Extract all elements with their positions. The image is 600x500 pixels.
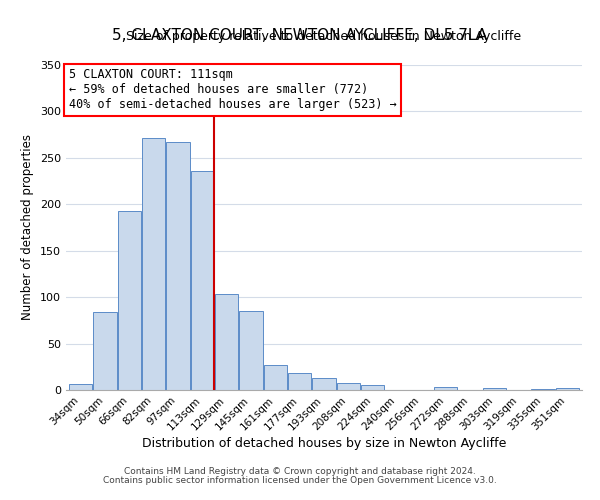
Bar xyxy=(239,311,263,390)
Bar xyxy=(337,382,360,390)
Bar xyxy=(264,365,287,390)
Y-axis label: Number of detached properties: Number of detached properties xyxy=(22,134,34,320)
Text: Contains HM Land Registry data © Crown copyright and database right 2024.: Contains HM Land Registry data © Crown c… xyxy=(124,467,476,476)
Bar xyxy=(288,374,311,390)
Bar xyxy=(532,389,554,390)
Bar xyxy=(483,388,506,390)
Bar xyxy=(118,211,141,390)
Bar xyxy=(215,294,238,390)
Bar xyxy=(142,138,165,390)
Bar xyxy=(361,386,384,390)
Bar xyxy=(191,171,214,390)
Title: Size of property relative to detached houses in Newton Aycliffe: Size of property relative to detached ho… xyxy=(127,30,521,43)
Bar xyxy=(313,378,335,390)
Bar xyxy=(434,387,457,390)
X-axis label: Distribution of detached houses by size in Newton Aycliffe: Distribution of detached houses by size … xyxy=(142,438,506,450)
Bar xyxy=(69,384,92,390)
Bar xyxy=(556,388,579,390)
Bar xyxy=(166,142,190,390)
Text: Contains public sector information licensed under the Open Government Licence v3: Contains public sector information licen… xyxy=(103,476,497,485)
Text: 5 CLAXTON COURT: 111sqm
← 59% of detached houses are smaller (772)
40% of semi-d: 5 CLAXTON COURT: 111sqm ← 59% of detache… xyxy=(68,68,397,112)
Text: 5, CLAXTON COURT, NEWTON AYCLIFFE, DL5 7LA: 5, CLAXTON COURT, NEWTON AYCLIFFE, DL5 7… xyxy=(112,28,488,42)
Bar xyxy=(94,312,116,390)
